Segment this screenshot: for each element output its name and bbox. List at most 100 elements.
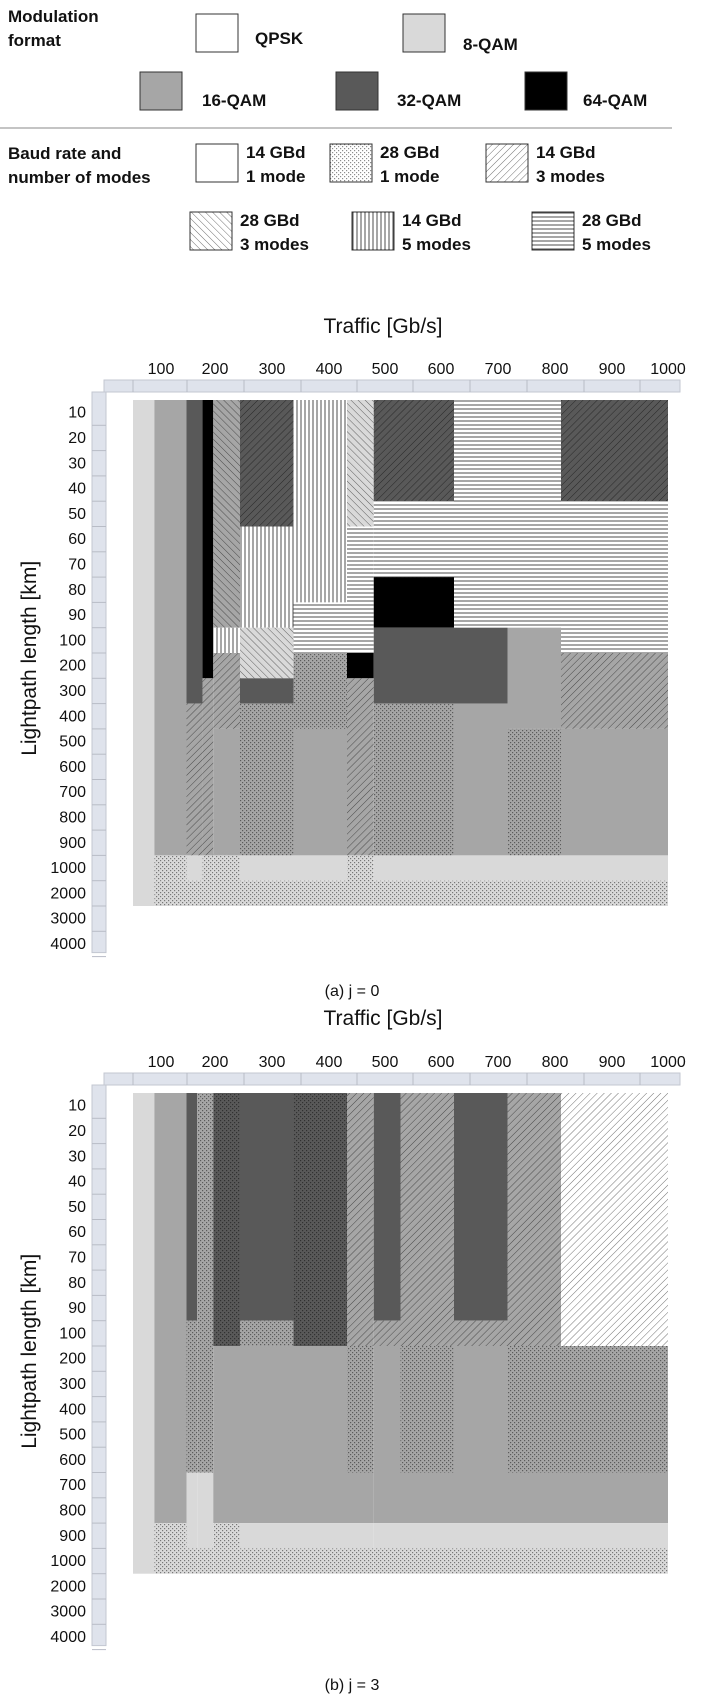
heatmap-cell bbox=[454, 1320, 508, 1346]
x-axis-band bbox=[103, 1072, 681, 1086]
y-tick-label: 20 bbox=[68, 430, 86, 447]
y-tick-label: 100 bbox=[59, 632, 86, 649]
mode-label: 5 modes bbox=[402, 235, 471, 254]
heatmap-cell bbox=[561, 728, 668, 856]
heatmap-cell bbox=[561, 1472, 668, 1524]
heatmap-cell bbox=[454, 855, 508, 881]
mode-swatch-solid bbox=[195, 143, 239, 183]
x-tick-label: 300 bbox=[259, 1054, 286, 1071]
heatmap-cell bbox=[213, 728, 240, 856]
modulation-label: 64-QAM bbox=[583, 91, 647, 110]
modulation-swatch-64-qam bbox=[524, 71, 568, 111]
heatmap-cell bbox=[454, 1093, 508, 1321]
y-tick-label: 1000 bbox=[50, 860, 86, 877]
heatmap-cell bbox=[507, 400, 561, 628]
heatmap-cell bbox=[347, 526, 374, 653]
heatmap-cell bbox=[454, 1523, 508, 1549]
y-tick-label: 700 bbox=[59, 1477, 86, 1494]
heatmap-cell bbox=[400, 1548, 454, 1574]
heatmap-cell bbox=[213, 855, 240, 906]
heatmap-cell bbox=[347, 855, 374, 906]
mode-label: 3 modes bbox=[536, 167, 605, 186]
heatmap-cell bbox=[213, 1346, 240, 1524]
heatmap-cell bbox=[507, 855, 561, 881]
heatmap-cell bbox=[197, 1548, 214, 1574]
heatmap-cell bbox=[293, 1548, 347, 1574]
y-tick-label: 90 bbox=[68, 607, 86, 624]
y-tick-label: 100 bbox=[59, 1325, 86, 1342]
heatmap-cell bbox=[454, 703, 508, 856]
y-tick-label: 400 bbox=[59, 1401, 86, 1418]
modulation-swatch-32-qam bbox=[335, 71, 379, 111]
legend: Modulation format QPSK 8-QAM 16-QAM 32-QAM 64-… bbox=[0, 7, 672, 254]
y-tick-label: 40 bbox=[68, 481, 86, 498]
heatmap-cell bbox=[293, 880, 347, 906]
modulation-swatch-16-qam bbox=[139, 71, 183, 111]
heatmap-cell bbox=[373, 703, 454, 856]
heatmap-cell bbox=[154, 400, 187, 856]
mode-label: 14 GBd bbox=[402, 211, 462, 230]
y-axis-label: Lightpath length [km] bbox=[18, 561, 41, 756]
y-tick-label: 300 bbox=[59, 683, 86, 700]
heatmap-cell bbox=[507, 627, 561, 729]
heatmap-cell bbox=[347, 1093, 374, 1346]
heatmap-cell bbox=[454, 627, 508, 704]
y-tick-label: 700 bbox=[59, 784, 86, 801]
heatmap-cell bbox=[507, 728, 561, 856]
heatmap-cell bbox=[561, 855, 668, 881]
mode-swatch-diag-coarse bbox=[189, 211, 233, 251]
heatmap-cell bbox=[213, 1523, 240, 1549]
y-tick-label: 800 bbox=[59, 1502, 86, 1519]
heatmap-cell bbox=[347, 1472, 374, 1524]
heatmap-cell bbox=[213, 1093, 240, 1346]
x-tick-label: 600 bbox=[428, 361, 455, 378]
heatmap-cell bbox=[186, 400, 203, 704]
x-tick-label: 1000 bbox=[650, 1054, 686, 1071]
mode-swatch-dots bbox=[329, 143, 373, 183]
heatmap-cell bbox=[240, 855, 294, 881]
heatmap-cell bbox=[240, 400, 294, 527]
heatmap-cell bbox=[507, 880, 561, 906]
modulation-label: 32-QAM bbox=[397, 91, 461, 110]
x-tick-label: 500 bbox=[372, 361, 399, 378]
y-tick-label: 30 bbox=[68, 1148, 86, 1165]
heatmap-cell bbox=[454, 1346, 508, 1524]
y-tick-label: 400 bbox=[59, 708, 86, 725]
heatmap-cell bbox=[373, 1093, 401, 1321]
heatmap-cell bbox=[373, 880, 454, 906]
heatmap-cell bbox=[186, 703, 203, 856]
y-tick-label: 50 bbox=[68, 1199, 86, 1216]
heatmap-cell bbox=[186, 1548, 198, 1574]
x-tick-label: 600 bbox=[428, 1054, 455, 1071]
heatmap-cell bbox=[213, 627, 240, 653]
mode-label: 28 GBd bbox=[380, 143, 440, 162]
mode-title: number of modes bbox=[8, 168, 151, 187]
modulation-title: Modulation bbox=[8, 7, 99, 26]
heatmap-cell bbox=[213, 1548, 240, 1574]
heatmap-cell bbox=[186, 880, 203, 906]
y-tick-label: 800 bbox=[59, 809, 86, 826]
mode-label: 28 GBd bbox=[240, 211, 300, 230]
heatmap-cell bbox=[197, 1472, 214, 1549]
heatmap-cell bbox=[347, 1548, 374, 1574]
y-tick-label: 2000 bbox=[50, 1578, 86, 1595]
mode-swatch-diag-fine bbox=[485, 143, 529, 183]
y-tick-label: 70 bbox=[68, 556, 86, 573]
y-tick-label: 90 bbox=[68, 1300, 86, 1317]
modulation-swatch-qpsk bbox=[195, 13, 239, 53]
heatmap-cell bbox=[373, 627, 454, 704]
heatmap-cell bbox=[373, 577, 454, 628]
mode-label: 14 GBd bbox=[536, 143, 596, 162]
heatmap-cell bbox=[240, 1320, 294, 1346]
y-tick-label: 60 bbox=[68, 531, 86, 548]
heatmap-cell bbox=[347, 400, 374, 527]
heatmap-cell bbox=[240, 1523, 294, 1549]
x-tick-label: 800 bbox=[542, 361, 569, 378]
y-tick-label: 200 bbox=[59, 658, 86, 675]
heatmap-cell bbox=[186, 1320, 198, 1473]
heatmap-cell bbox=[561, 1346, 668, 1473]
modulation-label: QPSK bbox=[255, 29, 304, 48]
heatmap-cell bbox=[186, 1472, 198, 1549]
heatmap-cell bbox=[507, 1093, 561, 1346]
heatmap-cell bbox=[240, 703, 294, 856]
